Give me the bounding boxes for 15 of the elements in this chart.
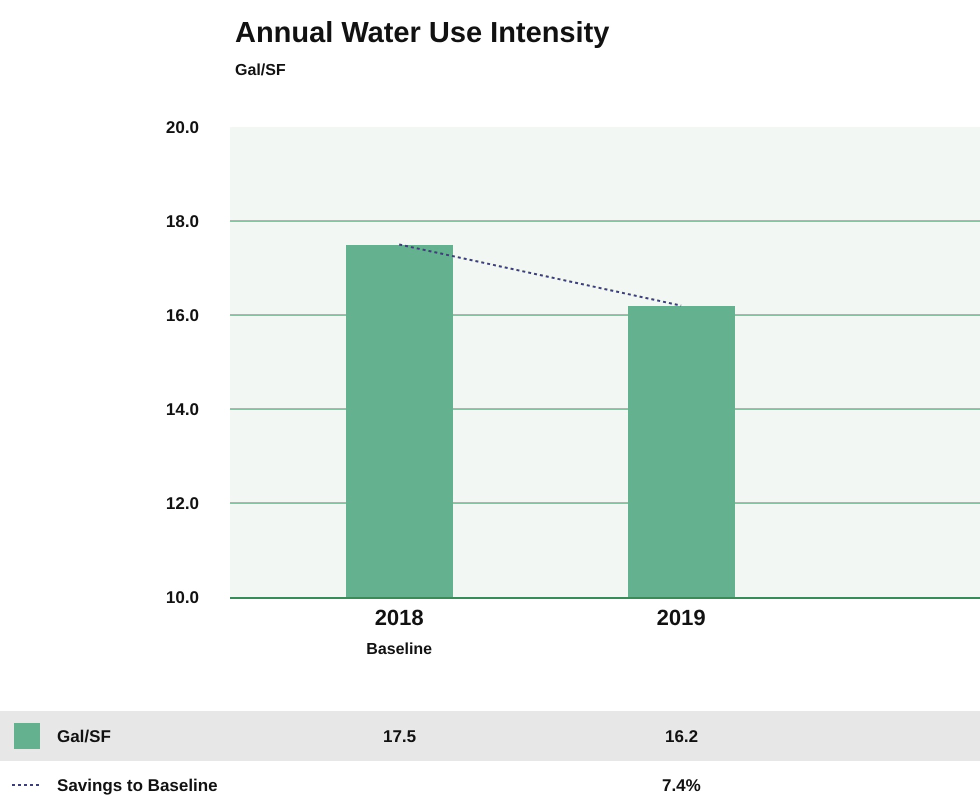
y-tick-label: 16.0 [166, 306, 199, 325]
data-label: 16.2 [665, 727, 698, 746]
chart-subtitle: Gal/SF [235, 62, 286, 79]
x-tick-label: 2019 [656, 605, 706, 630]
x-tick-label: 2018 Baseline [366, 605, 432, 658]
y-tick-label: 18.0 [166, 212, 199, 231]
y-tick-label: 10.0 [166, 588, 199, 607]
y-tick-label: 14.0 [166, 400, 199, 419]
data-label: 17.5 [383, 727, 416, 746]
legend-label: Savings to Baseline [57, 776, 218, 795]
legend-label: Gal/SF [57, 727, 111, 746]
y-tick-label: 12.0 [166, 494, 199, 513]
text: 7.4% [662, 776, 701, 795]
y-tick-label: 20.0 [166, 118, 199, 137]
chart-title: Annual Water Use Intensity [235, 17, 610, 49]
